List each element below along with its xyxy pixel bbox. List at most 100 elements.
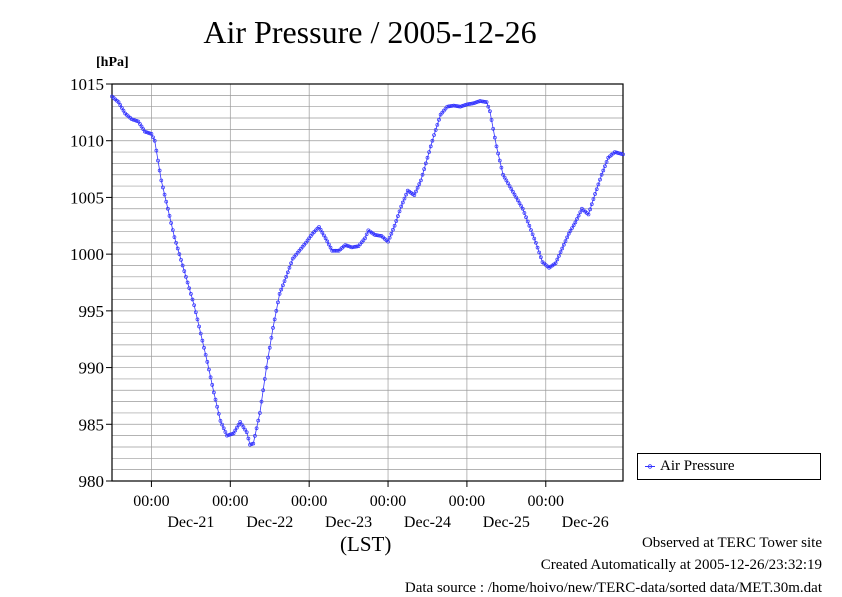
x-tick-label: 00:00 [212, 493, 248, 510]
data-point [553, 261, 558, 266]
data-point [169, 221, 174, 225]
day-label: Dec-21 [167, 514, 214, 531]
data-point [350, 245, 354, 250]
data-point [279, 287, 284, 292]
data-point [530, 232, 535, 237]
data-point [571, 223, 576, 228]
data-point [335, 248, 339, 253]
data-point [177, 252, 182, 256]
data-point [267, 345, 272, 350]
data-point [446, 104, 451, 109]
data-point [594, 187, 599, 192]
data-point [422, 167, 427, 171]
data-point [374, 233, 379, 237]
data-point [363, 236, 367, 241]
data-point [603, 164, 607, 169]
data-point [243, 427, 247, 432]
data-point [327, 242, 331, 247]
data-point [116, 100, 121, 104]
data-point [157, 168, 162, 173]
data-point [506, 181, 510, 186]
data-point [502, 175, 507, 180]
data-point [259, 399, 264, 404]
data-point [354, 244, 359, 249]
data-point [427, 150, 431, 154]
data-point [514, 195, 519, 200]
data-point [221, 426, 226, 431]
data-point [376, 233, 381, 238]
data-point [164, 199, 169, 204]
data-point [239, 422, 244, 427]
day-label: Dec-22 [246, 514, 293, 531]
y-tick-label: 1015 [70, 75, 104, 94]
data-point [621, 152, 625, 157]
data-point [184, 274, 188, 279]
data-point [154, 148, 159, 153]
data-point [529, 228, 533, 232]
data-point [149, 132, 154, 136]
data-point [318, 227, 323, 232]
data-point [419, 178, 423, 183]
grid-lines [112, 84, 623, 481]
data-point [489, 118, 494, 122]
legend-label: Air Pressure [660, 458, 735, 474]
plot-frame [111, 83, 624, 482]
data-point [596, 182, 601, 187]
data-source-note: Data source : /home/hoivo/new/TERC-data/… [404, 580, 822, 596]
data-point [118, 103, 123, 107]
data-point [193, 310, 198, 315]
data-point [174, 240, 178, 245]
data-point [614, 150, 619, 155]
data-point [391, 227, 395, 232]
x-tick-label: 00:00 [449, 493, 485, 510]
data-point [141, 127, 146, 131]
data-point [138, 122, 142, 126]
data-point [392, 223, 397, 228]
y-tick-label: 1010 [70, 132, 104, 151]
data-point [223, 430, 228, 434]
data-point [182, 269, 187, 274]
data-point [320, 230, 325, 235]
data-point [588, 207, 592, 212]
data-point [561, 242, 566, 247]
data-point [558, 250, 563, 255]
data-point [144, 130, 149, 135]
data-point [479, 99, 484, 104]
data-point [261, 388, 266, 393]
y-tick-label: 1005 [70, 188, 104, 207]
data-point [225, 433, 229, 438]
data-point [397, 209, 402, 214]
data-point [258, 411, 262, 415]
data-point [271, 326, 275, 330]
data-point [402, 196, 407, 201]
data-point [565, 235, 569, 240]
data-point [202, 345, 206, 350]
data-point [525, 219, 530, 224]
data-point [420, 172, 425, 177]
data-point [289, 261, 293, 266]
data-point [233, 428, 238, 433]
data-point [246, 436, 251, 441]
data-point [192, 303, 197, 308]
data-point [218, 419, 223, 423]
data-point [465, 102, 469, 107]
data-point [535, 245, 540, 250]
data-point [396, 214, 400, 218]
data-point [394, 219, 399, 223]
data-point [573, 220, 578, 225]
data-point [604, 160, 609, 164]
data-point [412, 193, 417, 198]
data-point [351, 245, 356, 249]
data-point [244, 430, 249, 435]
data-point [134, 119, 139, 123]
data-point [249, 442, 254, 446]
series-layer [110, 94, 625, 447]
data-point [568, 229, 573, 233]
data-point [161, 185, 165, 190]
data-point [458, 104, 463, 109]
data-point [512, 192, 517, 197]
data-point [463, 103, 468, 107]
data-point [414, 189, 418, 194]
day-label: Dec-24 [404, 514, 451, 531]
data-point [619, 152, 624, 156]
